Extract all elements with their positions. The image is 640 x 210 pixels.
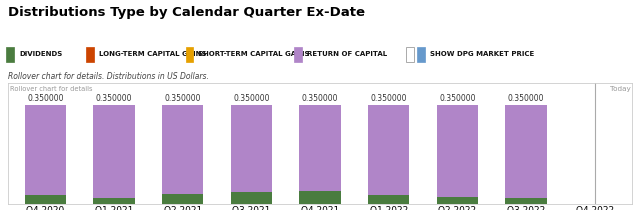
Text: 0.350000: 0.350000: [439, 94, 476, 103]
Text: SHORT-TERM CAPITAL GAINS: SHORT-TERM CAPITAL GAINS: [198, 51, 310, 56]
Text: 0.350000: 0.350000: [164, 94, 201, 103]
Bar: [368, 105, 409, 195]
Text: LONG-TERM CAPITAL GAINS: LONG-TERM CAPITAL GAINS: [99, 51, 207, 56]
Bar: [93, 105, 134, 198]
Bar: [436, 105, 478, 197]
Bar: [300, 191, 340, 204]
FancyBboxPatch shape: [186, 47, 193, 62]
FancyBboxPatch shape: [86, 47, 94, 62]
FancyBboxPatch shape: [417, 47, 425, 62]
Text: Rollover chart for details: Rollover chart for details: [10, 86, 93, 92]
Text: Rollover chart for details. Distributions in US Dollars.: Rollover chart for details. Distribution…: [8, 72, 209, 81]
Bar: [25, 105, 66, 195]
Text: 0.350000: 0.350000: [301, 94, 339, 103]
Bar: [25, 195, 66, 204]
Bar: [506, 105, 547, 198]
Bar: [506, 198, 547, 204]
Text: 0.350000: 0.350000: [233, 94, 269, 103]
Bar: [162, 105, 204, 194]
Text: DIVIDENDS: DIVIDENDS: [19, 51, 63, 56]
Text: RETURN OF CAPITAL: RETURN OF CAPITAL: [307, 51, 387, 56]
Text: SHOW DPG MARKET PRICE: SHOW DPG MARKET PRICE: [430, 51, 534, 56]
Bar: [231, 105, 272, 193]
Text: Today: Today: [610, 86, 630, 92]
Bar: [368, 195, 409, 204]
Bar: [231, 193, 272, 204]
FancyBboxPatch shape: [294, 47, 302, 62]
Bar: [162, 194, 204, 204]
FancyBboxPatch shape: [406, 47, 414, 62]
Text: 0.350000: 0.350000: [508, 94, 544, 103]
Bar: [300, 105, 340, 191]
Text: 0.350000: 0.350000: [27, 94, 64, 103]
FancyBboxPatch shape: [6, 47, 14, 62]
Text: 0.350000: 0.350000: [96, 94, 132, 103]
Bar: [93, 198, 134, 204]
Bar: [436, 197, 478, 204]
Text: 0.350000: 0.350000: [371, 94, 407, 103]
Text: Distributions Type by Calendar Quarter Ex-Date: Distributions Type by Calendar Quarter E…: [8, 6, 365, 19]
